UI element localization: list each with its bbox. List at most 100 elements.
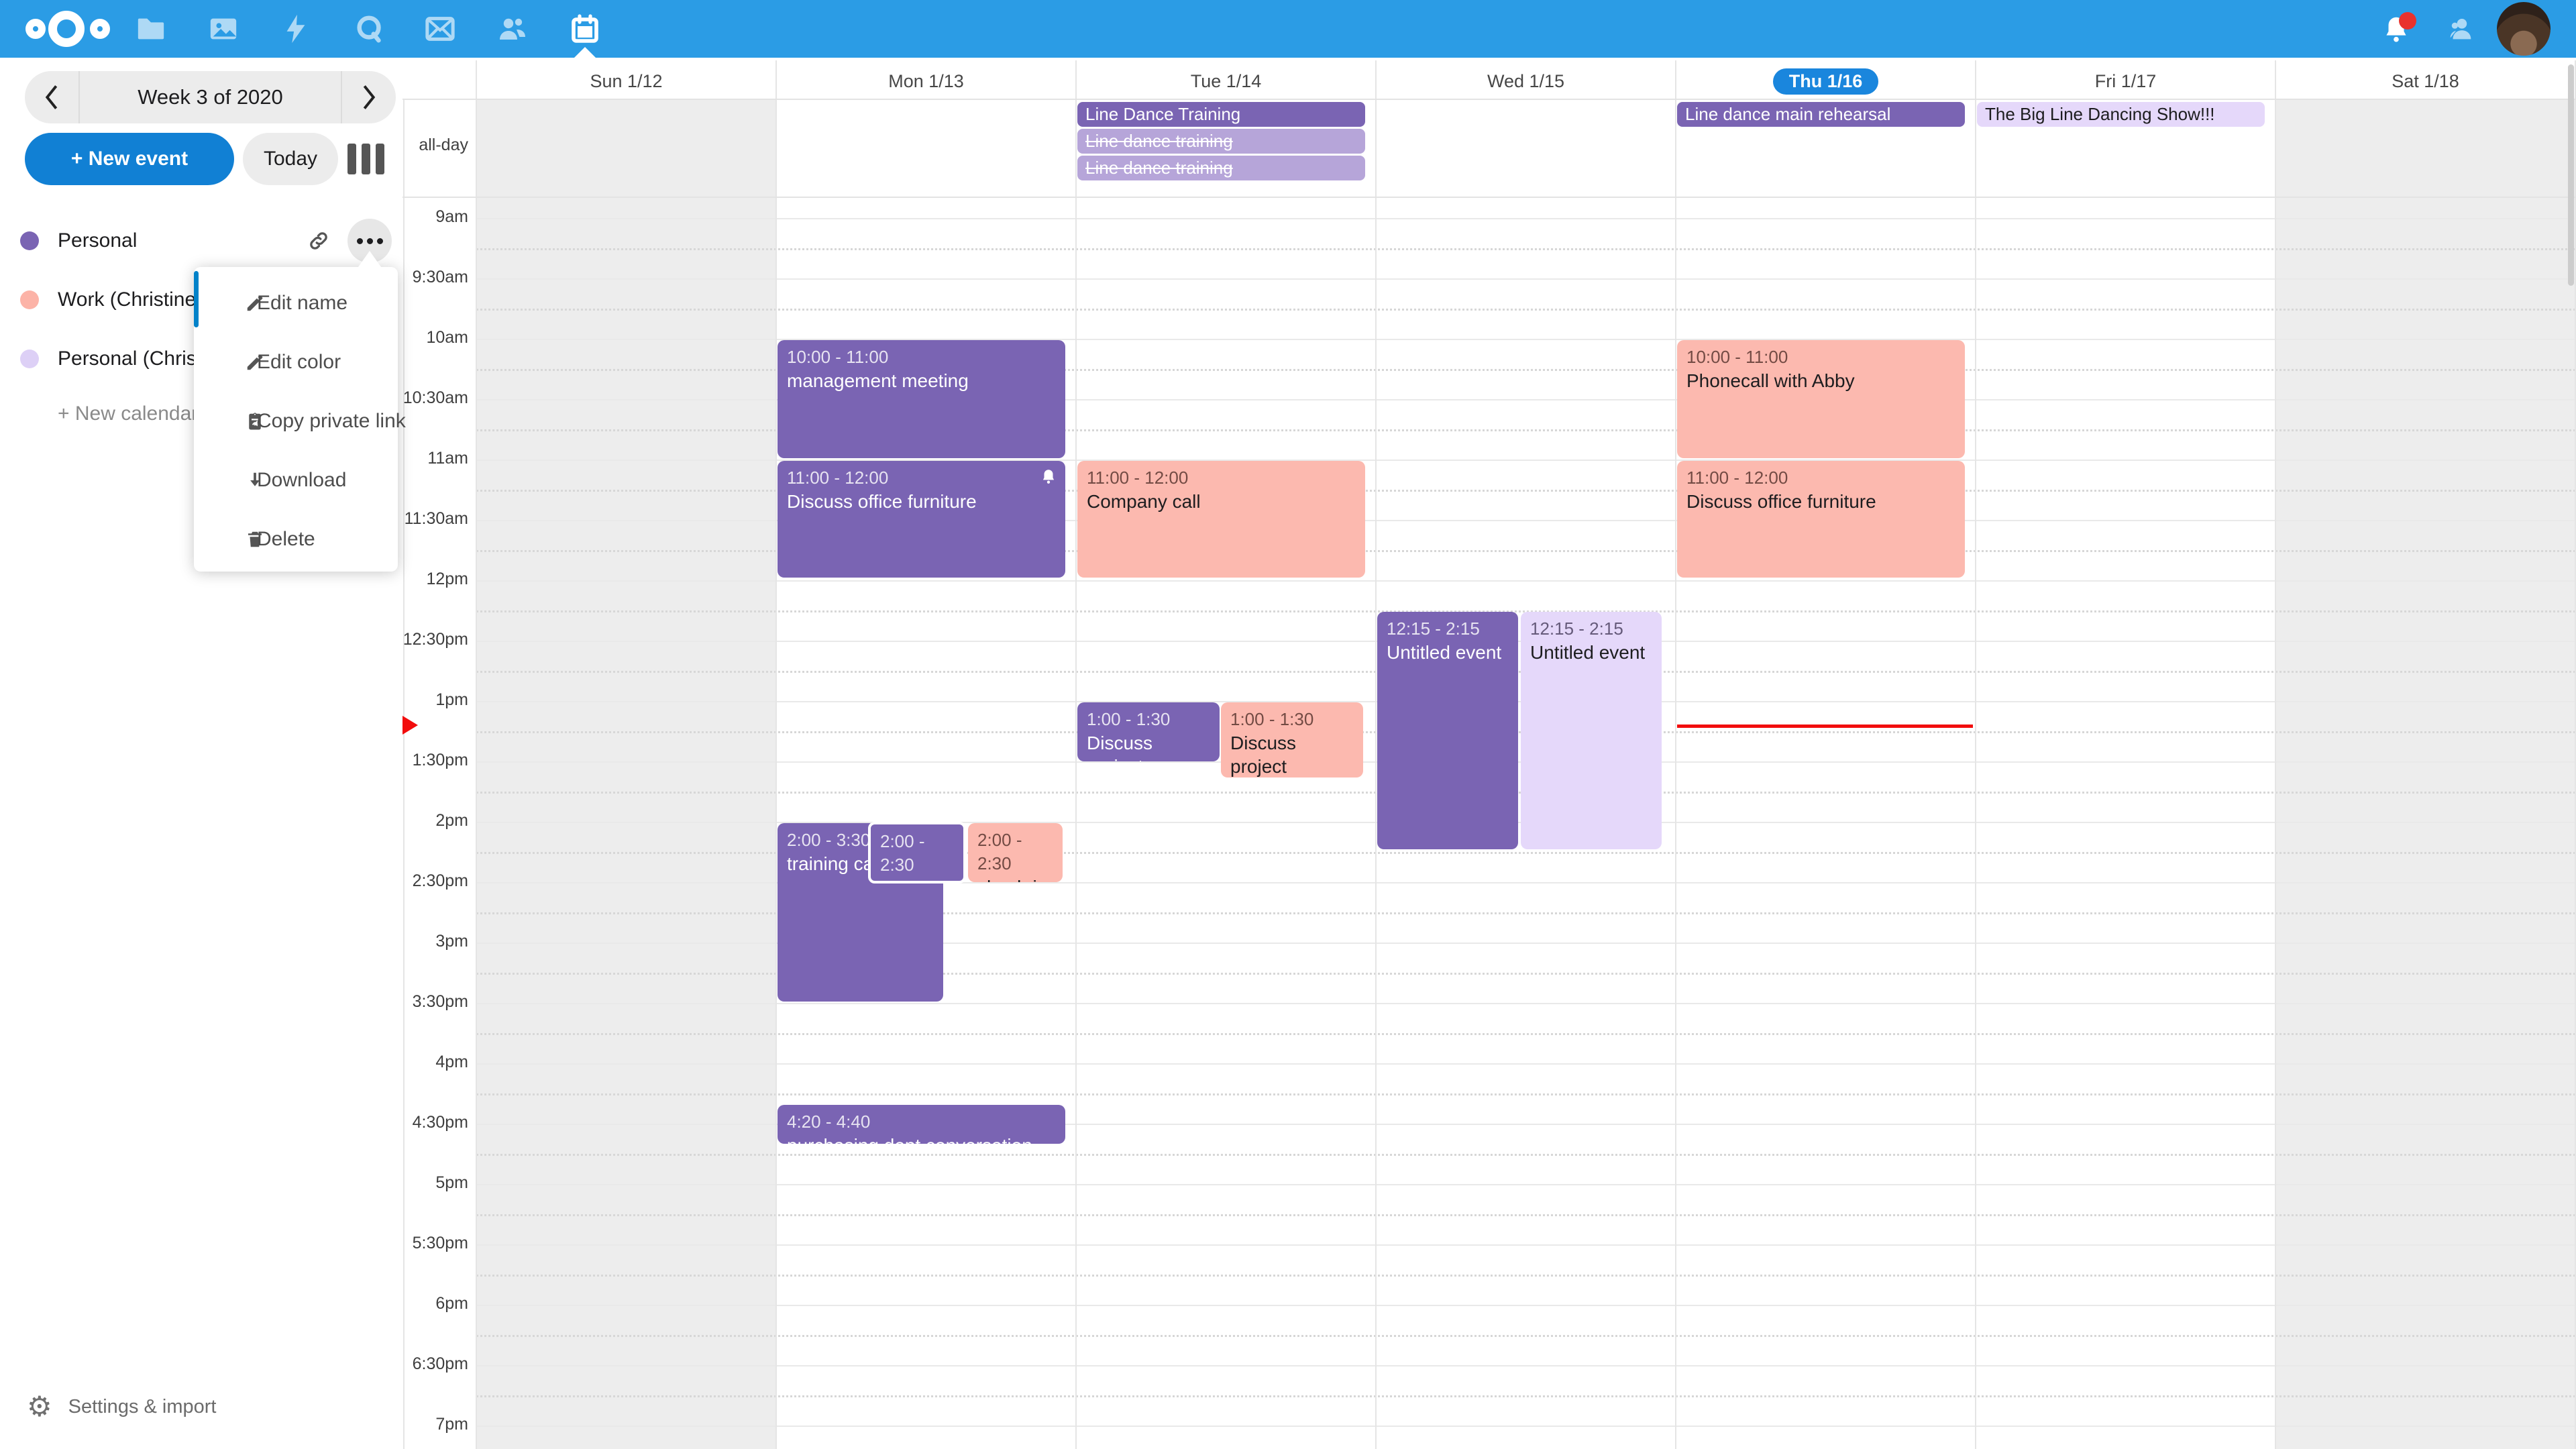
day-header-label: Sun 1/12 bbox=[590, 70, 663, 91]
event[interactable]: 10:00 - 11:00 management meeting bbox=[777, 340, 1065, 458]
menu-item-download[interactable]: Download bbox=[194, 451, 398, 510]
settings-label: Settings & import bbox=[68, 1395, 217, 1417]
sidebar-divider bbox=[403, 99, 405, 1449]
allday-event[interactable]: Line dance training bbox=[1077, 129, 1365, 154]
event[interactable]: 11:00 - 12:00 Discuss office furniture bbox=[1677, 461, 1965, 578]
event[interactable]: 1:00 - 1:30 Discuss project ann bbox=[1077, 702, 1220, 761]
new-event-button[interactable]: + New event bbox=[25, 133, 234, 185]
event[interactable]: 2:00 - 2:30 check-in bbox=[968, 823, 1063, 882]
event-time: 12:15 - 2:15 bbox=[1387, 619, 1480, 639]
top-navigation-bar bbox=[0, 0, 2576, 58]
event-title: Discuss office furniture bbox=[1686, 491, 1876, 512]
day-header-label: Tue 1/14 bbox=[1190, 70, 1262, 91]
calendar-list-item[interactable]: Work (Christine S bbox=[0, 278, 402, 322]
column-divider bbox=[2275, 60, 2276, 1449]
day-header-thu[interactable]: Thu 1/16 bbox=[1676, 64, 1976, 98]
today-button[interactable]: Today bbox=[243, 133, 338, 185]
event-title: management meeting bbox=[787, 370, 969, 391]
menu-item-delete[interactable]: Delete bbox=[194, 510, 398, 569]
new-calendar-button[interactable]: + New calendar bbox=[58, 402, 199, 425]
slot-line-solid bbox=[476, 943, 2575, 944]
day-header-label: Wed 1/15 bbox=[1487, 70, 1565, 91]
event[interactable]: 11:00 - 12:00 Discuss office furniture bbox=[777, 461, 1065, 578]
day-header-mon[interactable]: Mon 1/13 bbox=[776, 64, 1076, 98]
time-label: 1pm bbox=[435, 690, 468, 709]
calendar-actions-menu: Edit name Edit color Copy private link Down… bbox=[194, 267, 406, 572]
menu-item-edit-color[interactable]: Edit color bbox=[194, 333, 398, 392]
menu-arrow bbox=[358, 251, 381, 267]
allday-event[interactable]: Line dance training bbox=[1077, 156, 1365, 180]
day-header-label: Fri 1/17 bbox=[2094, 70, 2157, 91]
nextcloud-logo[interactable] bbox=[25, 11, 113, 47]
reminder-bell-icon bbox=[1040, 468, 1057, 488]
settings-import-button[interactable]: ⚙ Settings & import bbox=[27, 1393, 216, 1421]
allday-event[interactable]: Line Dance Training bbox=[1077, 102, 1365, 127]
menu-item-edit-name[interactable]: Edit name bbox=[194, 274, 398, 333]
event-title: check-in bbox=[977, 875, 1053, 882]
download-icon bbox=[219, 470, 260, 490]
day-header-fri[interactable]: Fri 1/17 bbox=[1976, 64, 2275, 98]
event-title: Discuss project ann bbox=[1087, 733, 1180, 761]
calendar-color-dot bbox=[20, 290, 39, 309]
contacts-menu-icon[interactable] bbox=[2431, 0, 2490, 58]
previous-week-button[interactable] bbox=[25, 71, 78, 123]
active-app-caret bbox=[574, 47, 596, 58]
time-label: 4:30pm bbox=[412, 1113, 468, 1132]
next-week-button[interactable] bbox=[342, 71, 396, 123]
day-header-wed[interactable]: Wed 1/15 bbox=[1376, 64, 1676, 98]
day-header-sun[interactable]: Sun 1/12 bbox=[476, 64, 776, 98]
menu-item-label: Edit name bbox=[257, 292, 348, 314]
calendar-name: Personal bbox=[58, 229, 138, 252]
event[interactable]: 12:15 - 2:15 Untitled event bbox=[1521, 612, 1662, 849]
week-view-toggle[interactable] bbox=[347, 144, 384, 174]
share-link-icon[interactable] bbox=[307, 229, 330, 252]
time-label: 12pm bbox=[426, 570, 468, 588]
slot-line-dotted bbox=[476, 610, 2575, 612]
event-time: 2:00 - 2:30 bbox=[977, 830, 1022, 873]
slot-line-dotted bbox=[476, 973, 2575, 975]
menu-scrollbar[interactable] bbox=[194, 271, 199, 327]
slot-line-dotted bbox=[476, 550, 2575, 552]
calendar-list-item[interactable]: Personal bbox=[0, 219, 402, 263]
time-label: 5pm bbox=[435, 1173, 468, 1192]
calendar-list-item[interactable]: Personal (Christi bbox=[0, 337, 402, 381]
event-title: training call bbox=[787, 853, 882, 874]
event[interactable]: 12:15 - 2:15 Untitled event bbox=[1377, 612, 1518, 849]
column-divider bbox=[1675, 60, 1676, 1449]
files-icon[interactable] bbox=[121, 0, 180, 58]
contacts-icon[interactable] bbox=[483, 0, 542, 58]
event[interactable]: 4:20 - 4:40 purchasing dept conversation bbox=[777, 1105, 1065, 1144]
slot-line-dotted bbox=[476, 1335, 2575, 1337]
allday-event[interactable]: The Big Line Dancing Show!!! bbox=[1977, 102, 2265, 127]
activity-icon[interactable] bbox=[266, 0, 325, 58]
today-pill: Thu 1/16 bbox=[1772, 68, 1879, 95]
time-label: 3pm bbox=[435, 932, 468, 951]
calendar-icon[interactable] bbox=[555, 0, 614, 58]
allday-event[interactable]: Line dance main rehearsal bbox=[1677, 102, 1965, 127]
talk-icon[interactable] bbox=[340, 0, 399, 58]
menu-item-copy-private-link[interactable]: Copy private link bbox=[194, 392, 406, 451]
notification-badge bbox=[2399, 12, 2416, 30]
weekend-column-shade bbox=[2275, 99, 2575, 1449]
event[interactable]: 10:00 - 11:00 Phonecall with Abby bbox=[1677, 340, 1965, 458]
event-title: check-in bbox=[880, 877, 954, 881]
allday-row-label: all-day bbox=[419, 136, 468, 154]
event[interactable]: 1:00 - 1:30 Discuss project announcement bbox=[1221, 702, 1363, 777]
day-header-label: Mon 1/13 bbox=[888, 70, 964, 91]
event[interactable]: 11:00 - 12:00 Company call bbox=[1077, 461, 1365, 578]
week-title[interactable]: Week 3 of 2020 bbox=[78, 71, 342, 123]
day-header-tue[interactable]: Tue 1/14 bbox=[1076, 64, 1376, 98]
event[interactable]: 2:00 - 2:30 check-in bbox=[868, 822, 966, 883]
day-header-sat[interactable]: Sat 1/18 bbox=[2275, 64, 2575, 98]
slot-line-dotted bbox=[476, 429, 2575, 431]
slot-line-solid bbox=[476, 1063, 2575, 1065]
vertical-scrollbar[interactable] bbox=[2568, 64, 2574, 286]
notification-bell-icon[interactable] bbox=[2367, 0, 2426, 58]
time-label: 2pm bbox=[435, 811, 468, 830]
photos-icon[interactable] bbox=[194, 0, 253, 58]
pencil-icon bbox=[219, 293, 263, 313]
slot-line-dotted bbox=[476, 490, 2575, 492]
mail-icon[interactable] bbox=[411, 0, 470, 58]
event-time: 11:00 - 12:00 bbox=[1087, 468, 1189, 488]
user-avatar[interactable] bbox=[2497, 2, 2551, 56]
